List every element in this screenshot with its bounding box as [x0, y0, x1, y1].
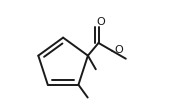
Text: O: O	[97, 17, 106, 27]
Text: O: O	[114, 45, 123, 55]
